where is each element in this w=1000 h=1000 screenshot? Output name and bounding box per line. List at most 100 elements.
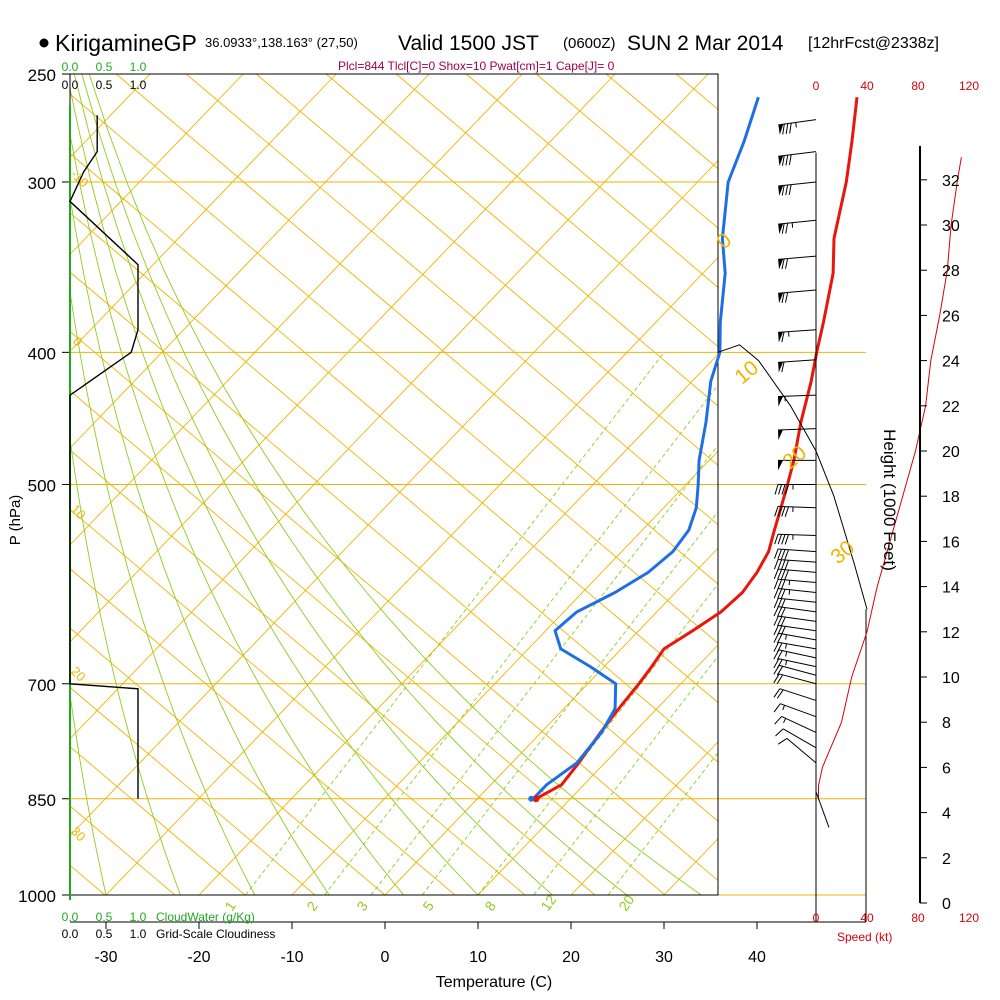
height-tick-label: 28 [942, 263, 960, 280]
temperature-tick-label: 0 [381, 949, 390, 966]
wind-speed-tick-top: 120 [959, 79, 979, 93]
wind-barb-staff [778, 649, 817, 659]
isotherm-line [69, 73, 151, 158]
wind-barb [773, 548, 817, 560]
station-coords: 36.0933°,138.163° (27,50) [205, 35, 358, 50]
wind-barb [774, 533, 817, 545]
wind-barb-half [795, 122, 797, 128]
wind-barb [778, 459, 816, 471]
wind-barb-flag [778, 258, 784, 270]
wind-barb-full [773, 642, 780, 652]
wind-barb-staff [778, 578, 817, 584]
isotherm-line [291, 450, 719, 896]
height-tick-label: 6 [942, 760, 951, 777]
wind-barb-full [788, 184, 792, 195]
wind-barb-staff [778, 597, 817, 603]
wind-barb-staff [815, 791, 830, 828]
wind-barb-staff [779, 673, 817, 685]
wind-barb-staff [778, 533, 817, 537]
wind-barb-full [789, 122, 792, 134]
cloud-water-scale-bottom: 1.0 [130, 910, 147, 924]
wind-barb [773, 632, 817, 644]
temperature-tick-label: 30 [655, 949, 673, 966]
isotherm-line [384, 547, 719, 896]
wind-speed-tick-bottom: 0 [813, 911, 820, 925]
temperature-tick-label: 40 [748, 949, 766, 966]
dry-adiabat [69, 449, 596, 896]
wind-barb [774, 715, 817, 733]
wind-barb-full [777, 616, 783, 627]
height-tick-label: 22 [942, 399, 960, 416]
wind-barb-staff [778, 428, 817, 431]
wind-barb-full [781, 223, 785, 234]
wind-barb-full [781, 506, 786, 517]
wind-barb-full [777, 534, 782, 545]
cloudiness-scale-bottom: 0.5 [96, 927, 113, 941]
height-tick-label: 30 [942, 218, 960, 235]
wind-barb-flag [778, 429, 784, 440]
wind-barb-full [780, 607, 786, 618]
x-axis-title: Temperature (C) [436, 974, 552, 991]
wind-barb-flag [778, 460, 783, 471]
wind-barb [778, 428, 817, 440]
wind-barb-staff [786, 738, 817, 764]
wind-barb-full [784, 506, 789, 517]
wind-barb-staff [778, 505, 817, 509]
wind-barb [778, 329, 817, 343]
wind-barb-staff [778, 289, 817, 294]
cloudiness-scale-bottom: 1.0 [130, 927, 147, 941]
wind-barb-full [776, 642, 783, 653]
wind-speed-tick-top: 40 [860, 79, 874, 93]
wind-barb-full [776, 650, 783, 661]
surface-dewpoint-marker [528, 795, 535, 802]
height-tick-label: 18 [942, 489, 960, 506]
wind-barb [778, 151, 817, 167]
cloud-water-scale-bottom: 0.5 [96, 910, 113, 924]
cloud-water-scale-top: 1.0 [130, 60, 147, 74]
station-bullet-icon [39, 38, 49, 48]
pressure-tick-label: 300 [28, 174, 56, 193]
moist-adiabat [88, 74, 702, 895]
isotherm-line [69, 73, 244, 255]
mixing-ratio-line [533, 655, 718, 895]
wind-barb-full [781, 292, 785, 304]
dry-adiabat-label: 10 [68, 502, 89, 523]
wind-barb-staff [778, 641, 817, 650]
wind-barb-full [780, 569, 786, 580]
wind-barb-full [773, 703, 781, 713]
wind-barb-full [780, 598, 786, 609]
wind-barb-full [777, 598, 783, 609]
wind-barb-full [773, 625, 779, 636]
wind-barb-half [785, 643, 787, 649]
wind-barb-full [777, 606, 783, 617]
cloud-water-scale-bottom: 0.0 [62, 910, 79, 924]
wind-barb-full [776, 659, 783, 669]
wind-barb-full [774, 484, 779, 495]
wind-barb-staff [778, 624, 817, 632]
wind-barb [773, 703, 817, 718]
wind-barb [773, 558, 817, 571]
dry-adiabat [69, 331, 719, 881]
height-tick-label: 24 [942, 354, 960, 371]
wind-barb-full [776, 689, 784, 699]
isotherm-line [69, 73, 337, 352]
wind-barb [773, 641, 817, 653]
wind-barb-staff [782, 728, 817, 749]
wind-barb [778, 394, 817, 407]
right-adiabat-label: 0 [712, 229, 736, 254]
wind-barb-full [781, 361, 785, 373]
temperature-tick-label: -30 [94, 949, 117, 966]
wind-barb-full [773, 568, 779, 579]
wind-barb-full [784, 534, 789, 545]
wind-barb-full [775, 728, 784, 737]
wind-barb [778, 255, 817, 270]
pressure-tick-label: 500 [28, 477, 56, 496]
wind-barb-full [778, 484, 782, 495]
wind-barb-half [785, 651, 788, 657]
wind-barb-staff [778, 181, 817, 187]
cloudiness-scale-bottom: 0.0 [62, 927, 79, 941]
wind-barb-staff [779, 664, 817, 676]
dry-adiabat [69, 509, 526, 896]
wind-speed-axis-title: Speed (kt) [837, 930, 892, 944]
wind-barb [773, 624, 817, 637]
